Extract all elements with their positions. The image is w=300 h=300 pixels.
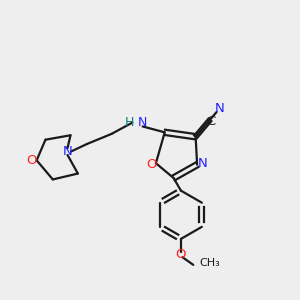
Text: O: O	[27, 154, 37, 167]
Text: O: O	[176, 248, 186, 261]
Text: H: H	[125, 116, 134, 129]
Text: O: O	[146, 158, 157, 171]
Text: CH₃: CH₃	[199, 258, 220, 268]
Text: N: N	[138, 116, 148, 129]
Text: C: C	[207, 115, 216, 128]
Text: N: N	[63, 145, 72, 158]
Text: N: N	[215, 102, 225, 115]
Text: N: N	[197, 157, 207, 170]
